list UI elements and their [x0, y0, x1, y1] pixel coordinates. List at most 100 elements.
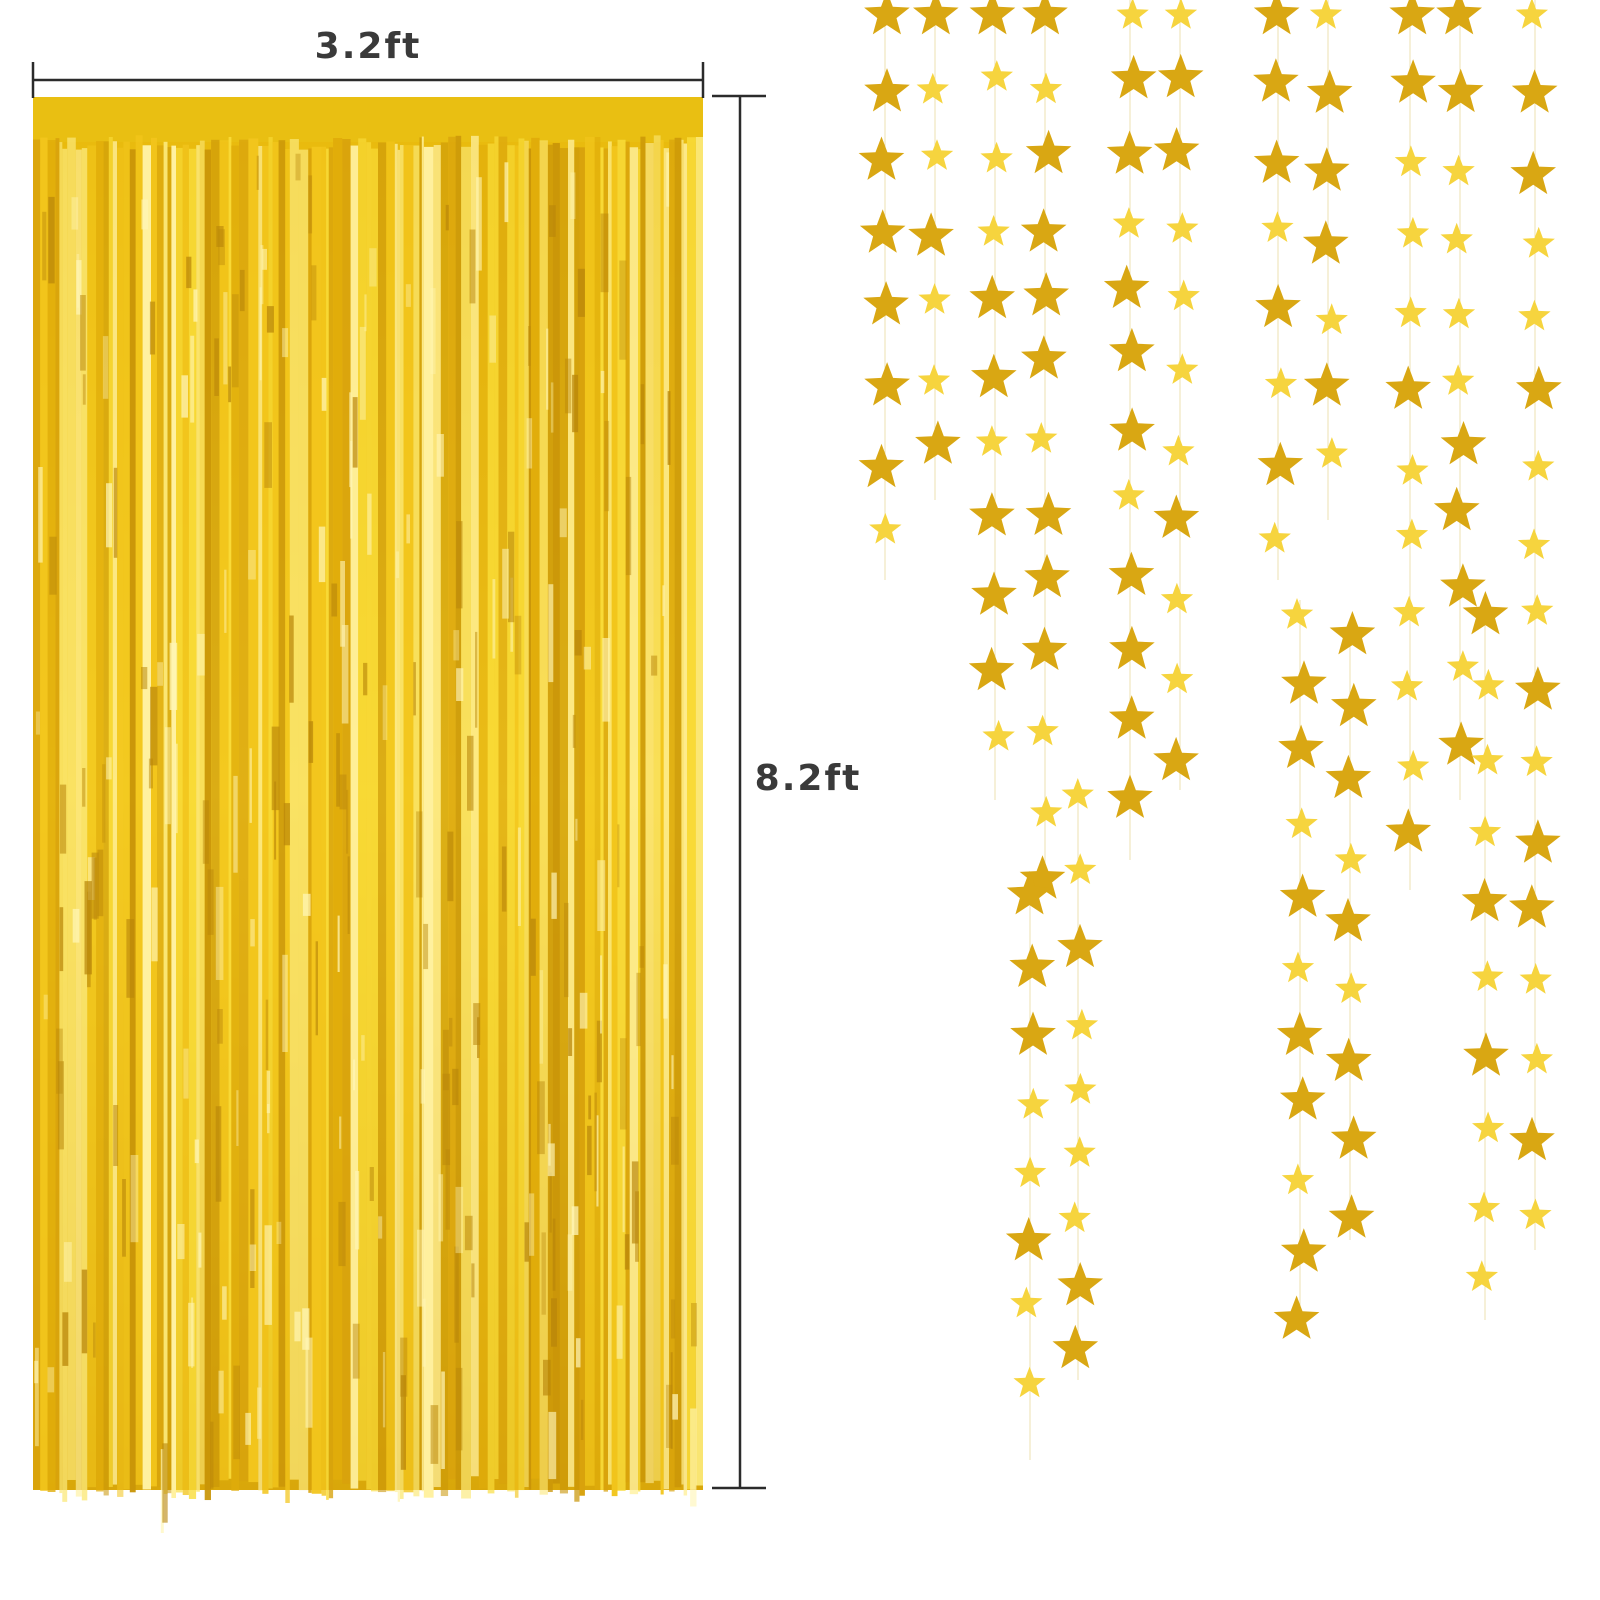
fringe-highlight [191, 1297, 194, 1368]
fringe-highlight [188, 1302, 195, 1367]
width-dimension: 3.2ft [31, 26, 705, 98]
fringe-highlight [476, 177, 482, 271]
fringe-highlight [430, 1405, 439, 1464]
fringe-highlight [492, 579, 496, 659]
fringe-highlight [413, 662, 416, 716]
fringe-highlight [504, 162, 509, 223]
star [1517, 528, 1551, 560]
star [1442, 154, 1475, 186]
fringe-highlight [438, 1174, 444, 1242]
star [1253, 58, 1299, 102]
fringe-highlight [294, 1311, 301, 1342]
fringe-highlight [339, 774, 347, 810]
star [1022, 0, 1068, 35]
fringe-strand [478, 144, 488, 1489]
fringe-highlight [405, 284, 411, 307]
fringe-highlight [604, 420, 610, 512]
star [1468, 815, 1502, 847]
star [1520, 1042, 1553, 1074]
fringe-strand [423, 146, 434, 1498]
fringe-highlight [445, 1149, 450, 1230]
fringe-highlight [311, 265, 317, 321]
fringe-highlight [266, 1070, 271, 1114]
star [1108, 551, 1155, 595]
fringe-highlight [455, 1186, 464, 1254]
fringe-strand [455, 135, 462, 1490]
fringe-highlight [72, 908, 80, 943]
fringe-highlight [352, 1323, 360, 1379]
fringe-strand [103, 141, 109, 1496]
fringe-strand [371, 148, 378, 1492]
fringe-highlight [580, 1399, 584, 1440]
fringe-highlight [447, 831, 454, 902]
star [913, 0, 959, 35]
star [1315, 437, 1348, 468]
star [1515, 666, 1561, 710]
star [1052, 1324, 1099, 1369]
fringe-strand [112, 141, 117, 1485]
star [1026, 714, 1059, 746]
fringe-highlight [337, 915, 340, 972]
star [1509, 884, 1555, 928]
fringe-highlight [84, 881, 92, 975]
fringe-highlight [501, 846, 507, 912]
fringe-highlight [239, 269, 245, 312]
fringe-strand [568, 139, 575, 1487]
fringe-strand [413, 145, 420, 1497]
width-label: 3.2ft [315, 26, 422, 67]
fringe-highlight [352, 397, 358, 468]
star [1394, 145, 1427, 177]
star [1029, 72, 1063, 104]
fringe-highlight [662, 585, 665, 616]
fringe-highlight [289, 615, 294, 703]
star [1057, 923, 1103, 968]
fringe-highlight [175, 743, 178, 834]
star [1519, 1198, 1552, 1230]
star [1516, 365, 1562, 410]
fringe-strand [687, 137, 696, 1490]
fringe-strand [603, 148, 608, 1492]
fringe-highlight [517, 827, 521, 926]
fringe-highlight [575, 818, 578, 841]
fringe-highlight [420, 1069, 426, 1104]
fringe-highlight [339, 1116, 342, 1149]
fringe-highlight [35, 1347, 39, 1447]
star [1281, 660, 1327, 704]
fringe-highlight [202, 800, 209, 864]
fringe-highlight [361, 1035, 365, 1061]
fringe-highlight [106, 757, 112, 780]
fringe-highlight [430, 288, 436, 375]
fringe-strand [182, 144, 189, 1496]
star [1030, 795, 1063, 827]
star [1107, 774, 1153, 818]
fringe-strand [55, 138, 60, 1490]
fringe-strand [400, 145, 404, 1499]
fringe-strand [196, 145, 200, 1492]
star [864, 362, 910, 406]
fringe-highlight [640, 384, 645, 445]
fringe-strand [67, 137, 76, 1480]
fringe-highlight [378, 1216, 383, 1239]
fringe-highlight [35, 711, 40, 735]
fringe-highlight [400, 1337, 408, 1397]
fringe-strand [461, 146, 471, 1499]
fringe-highlight [422, 1298, 426, 1367]
fringe-highlight [113, 1105, 119, 1166]
fringe-highlight [215, 886, 224, 980]
fringe-highlight [222, 1286, 227, 1320]
star [1433, 486, 1480, 531]
star [1461, 877, 1508, 922]
star [1064, 853, 1097, 884]
fringe-highlight [596, 1020, 602, 1083]
star [1253, 0, 1300, 35]
fringe-highlight [113, 467, 118, 558]
fringe-highlight [550, 382, 554, 433]
fringe-highlight [236, 1090, 239, 1146]
fringe-highlight [349, 392, 352, 488]
fringe-highlight [382, 685, 388, 740]
fringe-highlight [441, 1371, 445, 1469]
fringe-highlight [663, 964, 668, 1019]
fringe-highlight [233, 1365, 240, 1460]
fringe-strand [440, 142, 449, 1497]
fringe-highlight [471, 1263, 475, 1298]
